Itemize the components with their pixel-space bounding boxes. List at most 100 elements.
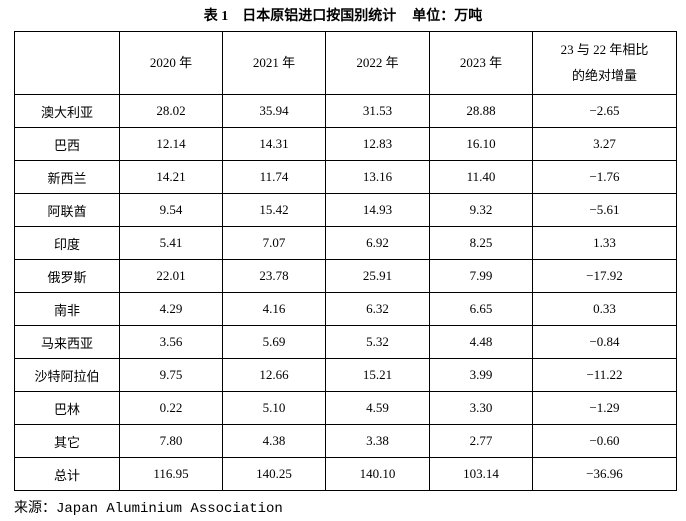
- header-cell: 2020 年: [119, 31, 223, 95]
- country-cell: 印度: [14, 226, 120, 260]
- value-cell: −1.76: [532, 160, 677, 194]
- country-cell: 马来西亚: [14, 325, 120, 359]
- value-cell: 13.16: [325, 160, 430, 194]
- value-cell: 9.75: [119, 358, 223, 392]
- country-cell: 澳大利亚: [14, 94, 120, 128]
- country-cell: 其它: [14, 424, 120, 458]
- value-cell: 16.10: [429, 127, 533, 161]
- header-cell: 2021 年: [222, 31, 326, 95]
- value-cell: 1.33: [532, 226, 677, 260]
- value-cell: 103.14: [429, 457, 533, 491]
- header-cell: 23 与 22 年相比 的绝对增量: [532, 31, 677, 95]
- value-cell: 14.21: [119, 160, 223, 194]
- value-cell: 12.66: [222, 358, 326, 392]
- value-cell: 3.38: [325, 424, 430, 458]
- value-cell: 9.32: [429, 193, 533, 227]
- value-cell: −11.22: [532, 358, 677, 392]
- value-cell: 22.01: [119, 259, 223, 293]
- row: 马来西亚 3.56 5.69 5.32 4.48 −0.84: [14, 325, 677, 359]
- value-cell: 140.10: [325, 457, 430, 491]
- source: 来源：Japan Aluminium Association: [14, 501, 283, 517]
- header-cell: 2022 年: [325, 31, 430, 95]
- row: 巴西 12.14 14.31 12.83 16.10 3.27: [14, 127, 677, 161]
- value-cell: 6.32: [325, 292, 430, 326]
- unit: 单位：万吨: [412, 9, 483, 24]
- value-cell: −1.29: [532, 391, 677, 425]
- value-cell: 5.32: [325, 325, 430, 359]
- table: 2020 年 2021 年 2022 年 2023 年 23 与 22 年相比 的绝对增量…: [14, 31, 677, 491]
- value-cell: −2.65: [532, 94, 677, 128]
- country-cell: 俄罗斯: [14, 259, 120, 293]
- country-cell: 南非: [14, 292, 120, 326]
- value-cell: −36.96: [532, 457, 677, 491]
- value-cell: 3.30: [429, 391, 533, 425]
- value-cell: 12.83: [325, 127, 430, 161]
- value-cell: −5.61: [532, 193, 677, 227]
- row: 印度 5.41 7.07 6.92 8.25 1.33: [14, 226, 677, 260]
- value-cell: 15.21: [325, 358, 430, 392]
- value-cell: 5.10: [222, 391, 326, 425]
- row: 总计 116.95 140.25 140.10 103.14 −36.96: [14, 457, 677, 491]
- value-cell: 6.92: [325, 226, 430, 260]
- row: 南非 4.29 4.16 6.32 6.65 0.33: [14, 292, 677, 326]
- value-cell: 4.29: [119, 292, 223, 326]
- value-cell: 5.41: [119, 226, 223, 260]
- value-cell: 12.14: [119, 127, 223, 161]
- value-cell: 14.31: [222, 127, 326, 161]
- value-cell: 3.99: [429, 358, 533, 392]
- value-cell: 14.93: [325, 193, 430, 227]
- header-line: 的绝对增量: [571, 68, 637, 83]
- value-cell: 3.27: [532, 127, 677, 161]
- value-cell: 6.65: [429, 292, 533, 326]
- value-cell: −17.92: [532, 259, 677, 293]
- title-line: 表 1 日本原铝进口按国别统计 单位：万吨: [0, 5, 686, 25]
- value-cell: 11.40: [429, 160, 533, 194]
- country-cell: 新西兰: [14, 160, 120, 194]
- value-cell: 7.07: [222, 226, 326, 260]
- row: 其它 7.80 4.38 3.38 2.77 −0.60: [14, 424, 677, 458]
- value-cell: 35.94: [222, 94, 326, 128]
- value-cell: 11.74: [222, 160, 326, 194]
- row: 沙特阿拉伯 9.75 12.66 15.21 3.99 −11.22: [14, 358, 677, 392]
- row: 阿联酋 9.54 15.42 14.93 9.32 −5.61: [14, 193, 677, 227]
- value-cell: 4.59: [325, 391, 430, 425]
- country-cell: 巴西: [14, 127, 120, 161]
- table-body: 2020 年 2021 年 2022 年 2023 年 23 与 22 年相比 的绝对增量…: [14, 31, 677, 491]
- value-cell: 8.25: [429, 226, 533, 260]
- header-row: 2020 年 2021 年 2022 年 2023 年 23 与 22 年相比 的绝对增量: [14, 31, 677, 95]
- value-cell: 9.54: [119, 193, 223, 227]
- country-cell: 沙特阿拉伯: [14, 358, 120, 392]
- value-cell: −0.60: [532, 424, 677, 458]
- value-cell: 4.16: [222, 292, 326, 326]
- value-cell: 7.99: [429, 259, 533, 293]
- value-cell: 0.33: [532, 292, 677, 326]
- country-cell: 总计: [14, 457, 120, 491]
- value-cell: 4.48: [429, 325, 533, 359]
- value-cell: 28.88: [429, 94, 533, 128]
- country-cell: 巴林: [14, 391, 120, 425]
- value-cell: 5.69: [222, 325, 326, 359]
- value-cell: 140.25: [222, 457, 326, 491]
- country-cell: 阿联酋: [14, 193, 120, 227]
- value-cell: 31.53: [325, 94, 430, 128]
- value-cell: 25.91: [325, 259, 430, 293]
- row: 新西兰 14.21 11.74 13.16 11.40 −1.76: [14, 160, 677, 194]
- value-cell: 15.42: [222, 193, 326, 227]
- value-cell: 3.56: [119, 325, 223, 359]
- value-cell: 4.38: [222, 424, 326, 458]
- row: 巴林 0.22 5.10 4.59 3.30 −1.29: [14, 391, 677, 425]
- header-cell: 2023 年: [429, 31, 533, 95]
- table-title: 表 1 日本原铝进口按国别统计: [203, 9, 397, 24]
- value-cell: 7.80: [119, 424, 223, 458]
- value-cell: 2.77: [429, 424, 533, 458]
- value-cell: 116.95: [119, 457, 223, 491]
- value-cell: −0.84: [532, 325, 677, 359]
- value-cell: 28.02: [119, 94, 223, 128]
- row: 澳大利亚 28.02 35.94 31.53 28.88 −2.65: [14, 94, 677, 128]
- header-cell: [14, 31, 120, 95]
- value-cell: 23.78: [222, 259, 326, 293]
- row: 俄罗斯 22.01 23.78 25.91 7.99 −17.92: [14, 259, 677, 293]
- value-cell: 0.22: [119, 391, 223, 425]
- header-line: 23 与 22 年相比: [560, 42, 649, 57]
